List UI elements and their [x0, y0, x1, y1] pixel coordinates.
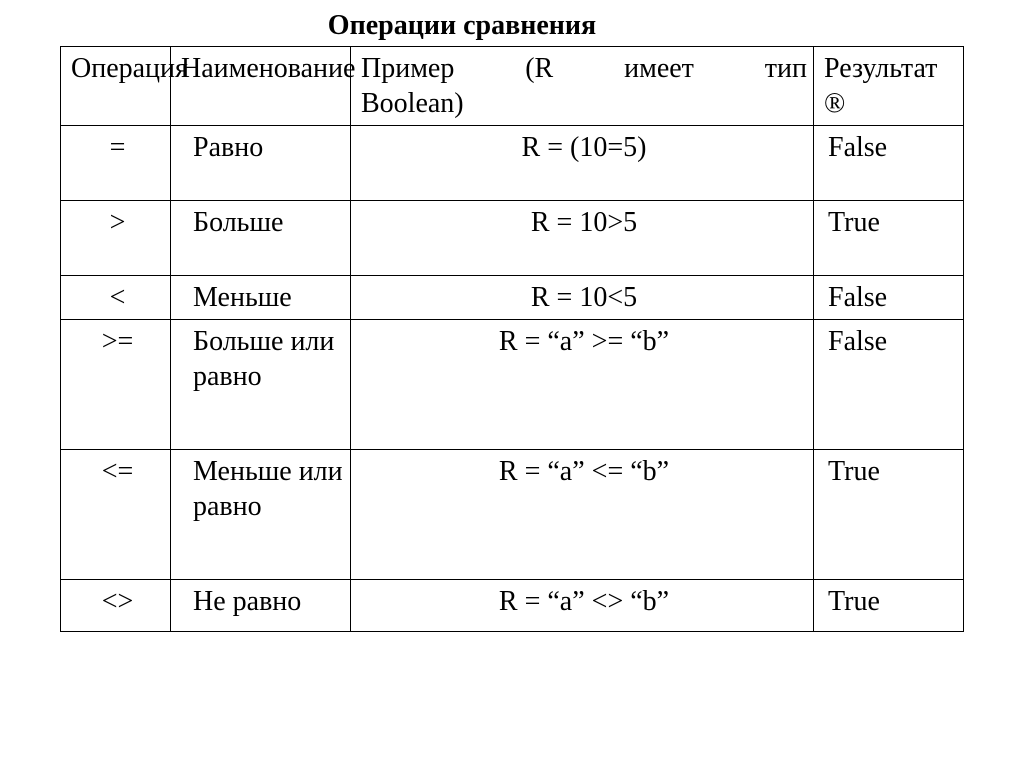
table-row: >=Больше или равноR = “a” >= “b”False [61, 320, 964, 450]
cell-result: False [814, 126, 964, 201]
cell-result: True [814, 201, 964, 276]
table-row: <=Меньше или равноR = “a” <= “b”True [61, 450, 964, 580]
header-result: Результат ® [814, 47, 964, 126]
cell-result: False [814, 276, 964, 320]
cell-example: R = “a” >= “b” [351, 320, 814, 450]
cell-result: False [814, 320, 964, 450]
cell-operation: > [61, 201, 171, 276]
header-example-line2: Boolean) [361, 86, 807, 121]
table-row: <>Не равноR = “a” <> “b”True [61, 580, 964, 632]
table-row: <МеньшеR = 10<5False [61, 276, 964, 320]
cell-name: Не равно [171, 580, 351, 632]
cell-name: Больше или равно [171, 320, 351, 450]
comparison-operations-table: Операция Наименование Пример (R имеет ти… [60, 46, 964, 632]
cell-name: Меньше или равно [171, 450, 351, 580]
cell-name: Равно [171, 126, 351, 201]
cell-operation: <= [61, 450, 171, 580]
table-row: =РавноR = (10=5)False [61, 126, 964, 201]
cell-name: Больше [171, 201, 351, 276]
cell-example: R = “a” <> “b” [351, 580, 814, 632]
cell-result: True [814, 580, 964, 632]
cell-result: True [814, 450, 964, 580]
cell-operation: <> [61, 580, 171, 632]
cell-operation: >= [61, 320, 171, 450]
header-example: Пример (R имеет типBoolean) [351, 47, 814, 126]
cell-example: R = 10>5 [351, 201, 814, 276]
header-name: Наименование [171, 47, 351, 126]
header-operation: Операция [61, 47, 171, 126]
cell-name: Меньше [171, 276, 351, 320]
table-header-row: Операция Наименование Пример (R имеет ти… [61, 47, 964, 126]
cell-operation: < [61, 276, 171, 320]
cell-operation: = [61, 126, 171, 201]
table-title: Операции сравнения [220, 10, 704, 42]
table-row: >БольшеR = 10>5True [61, 201, 964, 276]
cell-example: R = 10<5 [351, 276, 814, 320]
header-example-line1: Пример (R имеет тип [361, 51, 807, 86]
cell-example: R = “a” <= “b” [351, 450, 814, 580]
cell-example: R = (10=5) [351, 126, 814, 201]
